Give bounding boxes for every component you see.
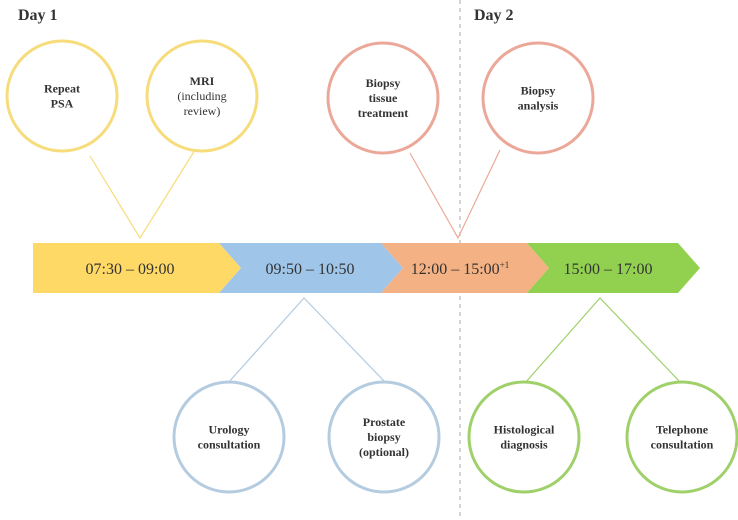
circle-histological-diagnosis-text-line: diagnosis bbox=[500, 438, 548, 452]
circle-biopsy-analysis-text-line: Biopsy bbox=[521, 84, 556, 98]
circle-prostate-biopsy-text-line: (optional) bbox=[359, 445, 409, 459]
connector-day1-top bbox=[89, 149, 196, 240]
connector-day2-top bbox=[409, 149, 501, 240]
circle-mri-text-line: review) bbox=[184, 104, 221, 118]
segment-afternoon-label: 12:00 – 15:00+1 bbox=[411, 260, 509, 278]
circle-urology-consultation-outline bbox=[172, 380, 286, 494]
circle-prostate-biopsy-text-line: biopsy bbox=[367, 430, 400, 444]
segment-day1-morning-label: 07:30 – 09:00 bbox=[86, 261, 175, 278]
segment-afternoon bbox=[381, 243, 549, 293]
segment-day1-morning bbox=[33, 243, 241, 293]
segment-day2-afternoon bbox=[527, 243, 700, 293]
circle-biopsy-tissue-treatment-text-line: tissue bbox=[369, 91, 398, 105]
segment-day2-afternoon-label: 15:00 – 17:00 bbox=[564, 261, 653, 278]
circle-mri-text-line: (including bbox=[177, 89, 226, 103]
segment-day1-midmorning bbox=[219, 243, 403, 293]
connector-seg4-bottom bbox=[524, 297, 681, 384]
circle-biopsy-analysis-outline bbox=[481, 41, 595, 155]
circle-prostate-biopsy-outline bbox=[327, 380, 441, 494]
day1-label: Day 1 bbox=[18, 7, 58, 24]
circle-biopsy-analysis-text-line: analysis bbox=[518, 99, 559, 113]
circle-mri-outline bbox=[145, 39, 259, 153]
connector-seg2-bottom bbox=[227, 297, 386, 384]
circle-telephone-consultation-text-line: consultation bbox=[651, 438, 714, 452]
circle-prostate-biopsy-text-line: Prostate bbox=[363, 415, 406, 429]
connectors bbox=[89, 149, 681, 384]
bottom-circles: UrologyconsultationProstatebiopsy(option… bbox=[172, 380, 738, 494]
circle-telephone-consultation-outline bbox=[625, 380, 738, 494]
top-circles: RepeatPSAMRI(includingreview)Biopsytissu… bbox=[5, 39, 595, 155]
circle-repeat-psa-text-line: PSA bbox=[51, 97, 74, 111]
circle-biopsy-tissue-treatment-text-line: Biopsy bbox=[366, 76, 401, 90]
circle-mri-text-line: MRI bbox=[190, 74, 215, 88]
circle-urology-consultation-text-line: consultation bbox=[198, 438, 261, 452]
segment-day1-midmorning-label: 09:50 – 10:50 bbox=[266, 261, 355, 278]
circle-biopsy-tissue-treatment-outline bbox=[326, 41, 440, 155]
segment-afternoon-superscript: +1 bbox=[500, 260, 510, 270]
circle-biopsy-tissue-treatment-text-line: treatment bbox=[358, 106, 408, 120]
circle-histological-diagnosis-outline bbox=[467, 380, 581, 494]
circle-repeat-psa-text-line: Repeat bbox=[44, 82, 80, 96]
day2-label: Day 2 bbox=[474, 7, 514, 24]
circle-repeat-psa-outline bbox=[5, 39, 119, 153]
timeline-bar: 07:30 – 09:00 09:50 – 10:50 12:00 – 15:00+… bbox=[33, 243, 700, 293]
circle-histological-diagnosis-text-line: Histological bbox=[494, 423, 555, 437]
circle-telephone-consultation-text-line: Telephone bbox=[656, 423, 709, 437]
circle-urology-consultation-text-line: Urology bbox=[208, 423, 249, 437]
